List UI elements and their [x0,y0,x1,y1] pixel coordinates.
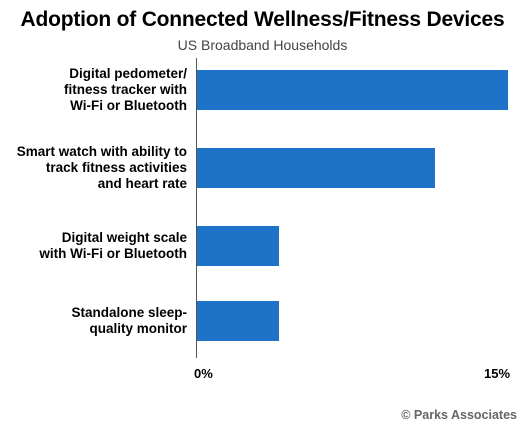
category-label-0: Digital pedometer/ fitness tracker with … [63,66,187,113]
category-label-2: Digital weight scale with Wi-Fi or Bluet… [39,230,187,261]
chart-subtitle: US Broadband Households [177,37,348,53]
bar-0 [196,70,508,110]
x-tick-label-min: 0% [194,366,213,381]
source-credit: © Parks Associates [401,408,517,422]
category-label-3: Standalone sleep- quality monitor [71,305,187,336]
category-label-1: Smart watch with ability to track fitnes… [16,144,187,191]
bar-3 [196,301,280,341]
bar-2 [196,226,280,266]
chart-title: Adoption of Connected Wellness/Fitness D… [20,8,505,31]
bar-1 [196,148,436,188]
y-axis-line [196,58,197,358]
x-tick-label-max: 15% [484,366,511,381]
